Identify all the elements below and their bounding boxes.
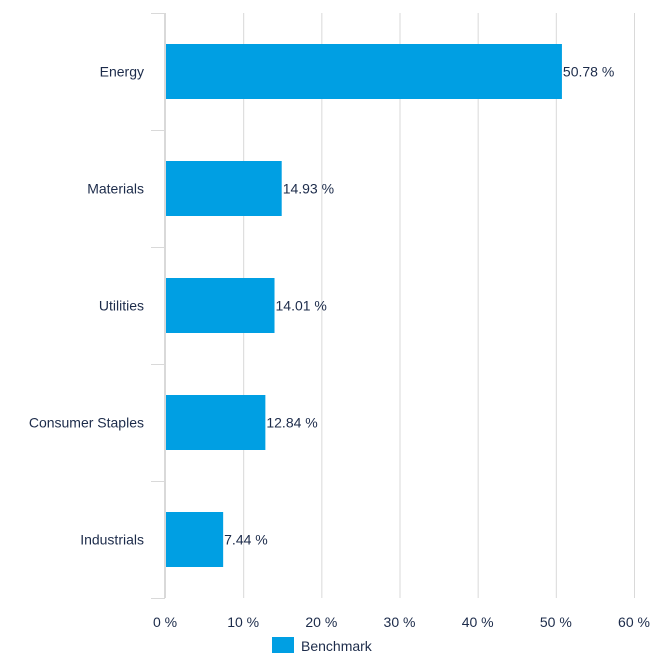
data-label: 7.44 %	[224, 532, 268, 548]
bar	[166, 161, 282, 216]
data-label: 14.93 %	[283, 181, 334, 197]
x-tick-label: 30 %	[384, 614, 416, 630]
grid-lines	[165, 13, 635, 598]
x-tick-label: 10 %	[227, 614, 259, 630]
data-label: 12.84 %	[266, 415, 317, 431]
legend-label: Benchmark	[301, 638, 373, 654]
bar	[166, 278, 275, 333]
x-tick-label: 20 %	[305, 614, 337, 630]
category-label: Utilities	[99, 298, 144, 314]
category-label: Industrials	[80, 532, 144, 548]
bars: 50.78 % 14.93 % 14.01 % 12.84 % 7.44 %	[166, 44, 614, 567]
data-label: 50.78 %	[563, 64, 614, 80]
x-tick-label: 0 %	[153, 614, 177, 630]
category-label: Consumer Staples	[29, 415, 144, 431]
category-label: Materials	[87, 181, 144, 197]
x-tick-labels: 0 % 10 % 20 % 30 % 40 % 50 % 60 %	[153, 614, 650, 630]
x-tick-label: 60 %	[618, 614, 650, 630]
legend: Benchmark	[272, 637, 373, 654]
legend-swatch	[272, 637, 294, 653]
data-label: 14.01 %	[276, 298, 327, 314]
category-label: Energy	[100, 64, 144, 80]
bar	[166, 512, 224, 567]
bar	[166, 395, 266, 450]
bar	[166, 44, 562, 99]
x-tick-label: 50 %	[540, 614, 572, 630]
category-axis: Energy Materials Utilities Consumer Staples…	[29, 13, 165, 599]
x-tick-label: 40 %	[462, 614, 494, 630]
